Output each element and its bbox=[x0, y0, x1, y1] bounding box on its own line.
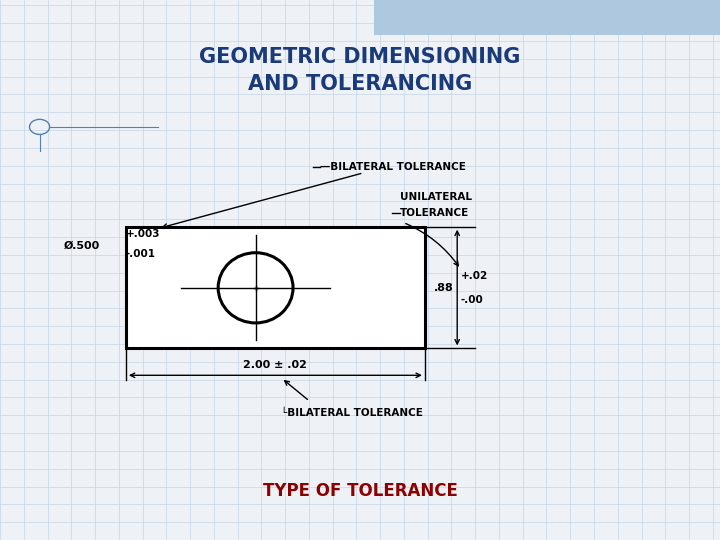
Text: +.003: +.003 bbox=[126, 229, 161, 239]
Text: AND TOLERANCING: AND TOLERANCING bbox=[248, 73, 472, 94]
Text: -.00: -.00 bbox=[461, 295, 484, 305]
Text: └BILATERAL TOLERANCE: └BILATERAL TOLERANCE bbox=[281, 408, 423, 418]
Bar bbox=[374, 0, 720, 35]
Text: UNILATERAL: UNILATERAL bbox=[400, 192, 472, 202]
Bar bbox=[126, 227, 425, 348]
Text: +.02: +.02 bbox=[461, 271, 488, 281]
Text: TOLERANCE: TOLERANCE bbox=[400, 208, 469, 218]
Text: 2.00 ± .02: 2.00 ± .02 bbox=[243, 360, 307, 370]
Text: TYPE OF TOLERANCE: TYPE OF TOLERANCE bbox=[263, 482, 457, 501]
Text: -.001: -.001 bbox=[126, 249, 156, 259]
Text: Ø.500: Ø.500 bbox=[63, 241, 99, 251]
Text: GEOMETRIC DIMENSIONING: GEOMETRIC DIMENSIONING bbox=[199, 46, 521, 67]
Text: —BILATERAL TOLERANCE: —BILATERAL TOLERANCE bbox=[320, 163, 467, 172]
Text: .88: .88 bbox=[434, 283, 454, 293]
